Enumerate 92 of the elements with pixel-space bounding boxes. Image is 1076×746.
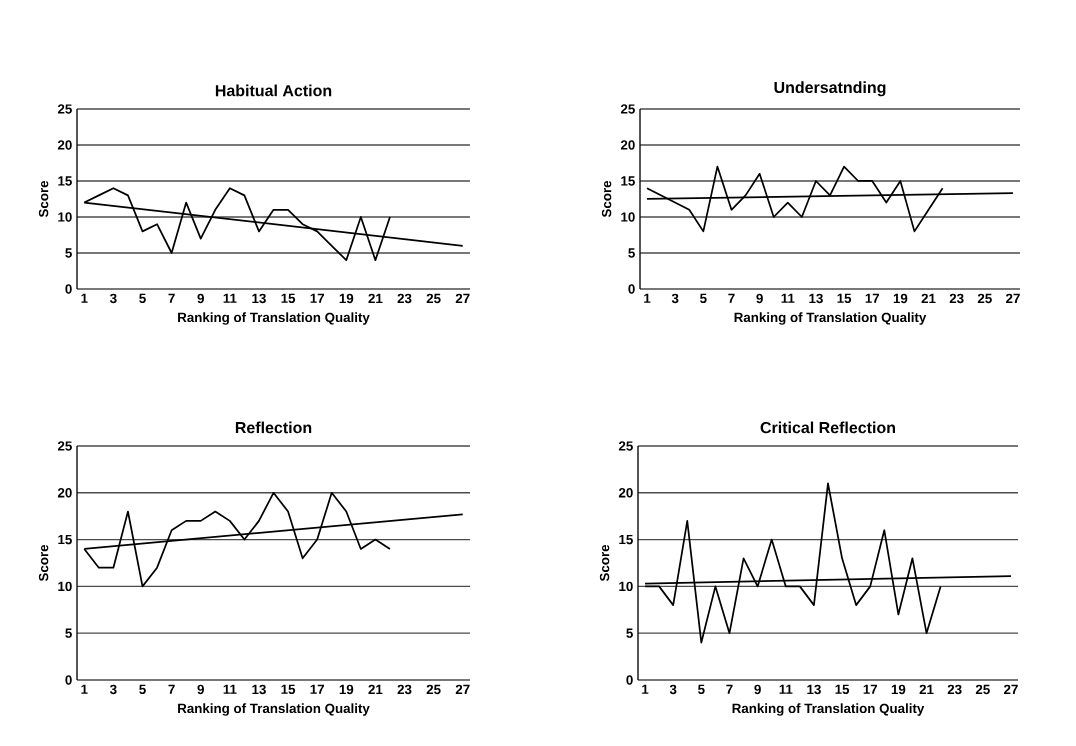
x-tick-label: 27	[1004, 684, 1018, 695]
y-tick-label: 25	[620, 104, 635, 114]
y-tick-label: 25	[57, 441, 72, 451]
y-tick-label: 20	[57, 140, 72, 150]
x-tick-label: 7	[168, 293, 175, 303]
y-tick-label: 0	[628, 284, 635, 294]
x-axis-title: Ranking of Translation Quality	[732, 703, 925, 716]
chart-title: Habitual Action	[215, 84, 332, 97]
y-tick-label: 0	[65, 675, 72, 685]
x-tick-label: 25	[977, 293, 992, 304]
x-tick-label: 19	[339, 293, 354, 304]
x-tick-label: 3	[669, 684, 677, 695]
y-tick-label: 5	[628, 248, 635, 258]
x-tick-label: 27	[1006, 293, 1020, 304]
x-tick-label: 19	[893, 293, 908, 304]
y-tick-label: 10	[58, 212, 72, 222]
x-tick-label: 23	[947, 684, 962, 695]
x-tick-label: 9	[197, 293, 204, 304]
x-axis-title: Ranking of Translation Quality	[734, 312, 927, 325]
x-tick-label: 19	[339, 684, 354, 695]
x-tick-label: 9	[197, 684, 204, 695]
x-tick-label: 1	[81, 684, 88, 694]
x-tick-label: 1	[642, 684, 649, 694]
x-tick-label: 7	[728, 293, 735, 303]
x-tick-label: 9	[756, 293, 763, 304]
y-tick-label: 15	[58, 534, 72, 545]
x-tick-label: 21	[368, 684, 383, 695]
y-tick-label: 0	[626, 675, 633, 685]
x-tick-label: 1	[81, 293, 88, 303]
y-tick-label: 20	[57, 488, 72, 498]
chart-title: Critical Reflection	[760, 421, 895, 434]
y-tick-label: 15	[619, 534, 633, 545]
x-tick-label: 13	[809, 293, 823, 304]
y-axis-title: Score	[599, 544, 610, 582]
x-tick-label: 27	[455, 684, 470, 695]
y-tick-label: 15	[58, 176, 72, 186]
x-tick-label: 3	[671, 293, 679, 304]
y-tick-label: 25	[618, 441, 633, 451]
x-tick-label: 19	[891, 684, 906, 695]
x-tick-label: 25	[975, 684, 990, 695]
x-tick-label: 1	[644, 293, 651, 303]
y-tick-label: 25	[57, 104, 72, 114]
x-tick-label: 13	[807, 684, 821, 695]
x-tick-label: 5	[139, 684, 146, 694]
y-tick-label: 10	[621, 212, 635, 222]
y-tick-label: 10	[58, 581, 72, 592]
y-tick-label: 15	[621, 176, 635, 186]
x-tick-label: 15	[835, 684, 850, 694]
x-tick-label: 5	[700, 293, 707, 303]
x-axis-title: Ranking of Translation Quality	[178, 703, 370, 716]
x-tick-label: 17	[863, 684, 878, 694]
x-axis-title: Ranking of Translation Quality	[178, 312, 370, 325]
x-tick-label: 17	[310, 293, 325, 303]
x-tick-label: 21	[919, 684, 934, 695]
x-tick-label: 17	[865, 293, 880, 303]
x-tick-label: 3	[110, 684, 117, 695]
chart-title: Reflection	[235, 421, 312, 434]
x-tick-label: 13	[252, 293, 266, 304]
x-tick-label: 5	[698, 684, 705, 694]
y-tick-label: 20	[618, 488, 633, 498]
y-tick-label: 5	[65, 248, 72, 258]
x-tick-label: 25	[426, 684, 441, 695]
x-tick-label: 11	[223, 684, 237, 694]
x-tick-label: 7	[168, 684, 175, 694]
y-axis-title: Score	[38, 180, 49, 218]
x-tick-label: 11	[781, 293, 795, 303]
x-tick-label: 23	[949, 293, 964, 304]
x-tick-label: 15	[281, 293, 296, 303]
y-tick-label: 20	[620, 140, 635, 150]
x-tick-label: 27	[455, 293, 470, 304]
x-tick-label: 23	[397, 293, 412, 304]
x-tick-label: 21	[921, 293, 936, 304]
x-tick-label: 7	[726, 684, 733, 694]
x-tick-label: 17	[310, 684, 325, 694]
x-tick-label: 9	[754, 684, 761, 695]
x-tick-label: 23	[397, 684, 412, 695]
y-tick-label: 10	[619, 581, 633, 592]
y-tick-label: 5	[626, 628, 633, 638]
x-tick-label: 5	[139, 293, 146, 303]
chart-title: Undersatnding	[774, 81, 886, 97]
y-tick-label: 0	[65, 284, 72, 294]
y-tick-label: 5	[65, 628, 72, 638]
x-tick-label: 11	[779, 684, 793, 694]
x-tick-label: 15	[281, 684, 296, 694]
x-tick-label: 15	[837, 293, 852, 303]
y-axis-title: Score	[601, 180, 612, 218]
x-tick-label: 3	[110, 293, 117, 304]
x-tick-label: 25	[426, 293, 441, 304]
x-tick-label: 21	[368, 293, 383, 304]
y-axis-title: Score	[38, 544, 49, 582]
x-tick-label: 13	[252, 684, 266, 695]
x-tick-label: 11	[223, 293, 237, 303]
